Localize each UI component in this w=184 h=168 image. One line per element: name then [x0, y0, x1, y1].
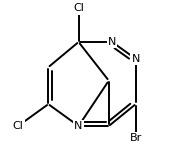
Text: N: N — [132, 54, 140, 64]
Text: Br: Br — [130, 133, 142, 143]
Text: Cl: Cl — [13, 121, 24, 131]
Text: N: N — [74, 121, 83, 131]
Text: N: N — [108, 37, 116, 47]
Text: Cl: Cl — [73, 3, 84, 13]
